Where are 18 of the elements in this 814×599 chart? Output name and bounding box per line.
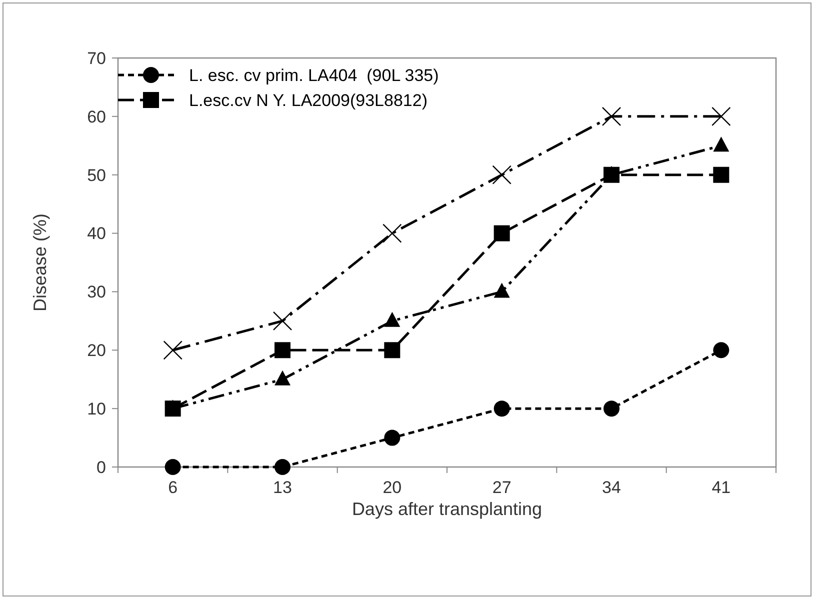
legend-label: L. esc. cv prim. LA404 (90L 335) [189, 66, 439, 85]
y-tick-label: 0 [96, 458, 106, 477]
x-tick-label: 20 [382, 478, 402, 497]
y-tick-label: 10 [87, 400, 106, 419]
y-tick-label: 20 [87, 341, 106, 360]
x-axis-title: Days after transplanting [352, 499, 542, 519]
y-tick-label: 30 [87, 282, 106, 302]
x-tick-label: 41 [712, 478, 731, 497]
y-tick-label: 40 [87, 224, 106, 244]
x-tick-label: 27 [492, 478, 512, 497]
y-tick-label: 60 [87, 107, 106, 126]
legend-label: L.esc.cv N Y. LA2009(93L8812) [189, 91, 428, 110]
y-tick-label: 50 [87, 166, 106, 185]
x-tick-label: 6 [168, 478, 178, 497]
y-tick-label: 70 [87, 48, 106, 68]
x-tick-label: 34 [602, 478, 621, 497]
y-axis-title: Disease (%) [30, 213, 50, 312]
x-tick-label: 13 [273, 478, 292, 497]
